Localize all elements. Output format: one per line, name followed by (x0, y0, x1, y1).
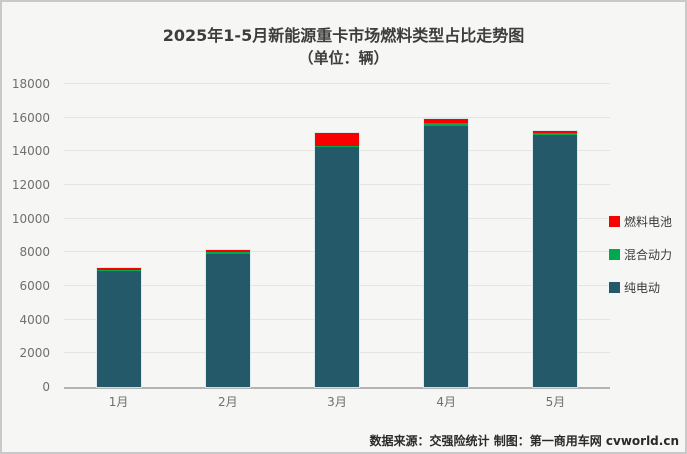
bar-segment-燃料电池 (205, 249, 250, 253)
bar-segment-纯电动 (96, 270, 141, 387)
y-tick-label: 12000 (11, 178, 50, 192)
bar-segment-混合动力 (533, 133, 578, 135)
bar-segment-纯电动 (424, 126, 469, 387)
bar-stack (205, 249, 250, 387)
legend-label: 混合动力 (624, 248, 673, 262)
y-tick-label: 4000 (19, 312, 50, 327)
y-axis-labels: 0 2000 4000 6000 8000 10000 12000 14000 16000 180… (2, 77, 56, 394)
legend-item: 混合动力 (609, 238, 672, 271)
legend-item: 纯电动 (609, 271, 672, 304)
y-tick-label: 18000 (11, 77, 50, 91)
bar-segment-混合动力 (205, 252, 250, 254)
y-tick-label: 6000 (19, 279, 50, 293)
gridline (64, 116, 610, 118)
bar-segment-混合动力 (424, 122, 469, 127)
footer-credit: 数据来源：交强险统计 制图：第一商用车网 cvworld.cn (369, 434, 679, 448)
x-tick-label: 2月 (217, 395, 238, 409)
chart-title: 2025年1-5月新能源重卡市场燃料类型占比走势图 (162, 26, 525, 45)
y-tick-label: 16000 (11, 110, 50, 125)
gridline (64, 83, 610, 84)
legend-label: 燃料电池 (624, 215, 673, 229)
x-tick-label: 3月 (327, 395, 347, 409)
legend-label: 纯电动 (624, 281, 661, 295)
x-tick-label: 5月 (545, 395, 566, 409)
bar-segment-燃料电池 (533, 131, 578, 134)
bar-segment-燃料电池 (315, 132, 359, 146)
bar-stack (533, 131, 578, 387)
y-tick-label: 14000 (11, 144, 50, 159)
y-tick-label: 8000 (19, 245, 50, 260)
bar-segment-燃料电池 (96, 268, 141, 270)
bar-segment-纯电动 (205, 253, 250, 387)
legend: 燃料电池混合动力纯电动 (609, 205, 672, 304)
bar-segment-混合动力 (96, 269, 141, 271)
legend-swatch-icon (609, 249, 620, 260)
x-tick-label: 4月 (436, 395, 457, 409)
plot-area (64, 83, 610, 389)
bar-segment-燃料电池 (424, 119, 469, 123)
chart-title-block: 2025年1-5月新能源重卡市场燃料类型占比走势图 （单位：辆） (2, 25, 685, 69)
x-axis-labels: 1月 2月 3月 4月 5月 (64, 393, 610, 413)
y-tick-label: 10000 (11, 211, 50, 226)
bar-stack (424, 119, 469, 387)
legend-swatch-icon (609, 282, 620, 293)
legend-swatch-icon (609, 216, 620, 227)
y-tick-label: 2000 (19, 346, 50, 361)
y-tick-label: 0 (42, 380, 50, 394)
x-tick-label: 1月 (108, 395, 129, 409)
chart-subtitle: （单位：辆） (298, 49, 389, 67)
bar-stack (315, 132, 359, 387)
legend-item: 燃料电池 (609, 205, 672, 238)
bar-segment-纯电动 (533, 134, 578, 387)
bar-segment-混合动力 (315, 145, 359, 148)
bar-segment-纯电动 (315, 147, 359, 387)
bar-stack (96, 268, 141, 387)
